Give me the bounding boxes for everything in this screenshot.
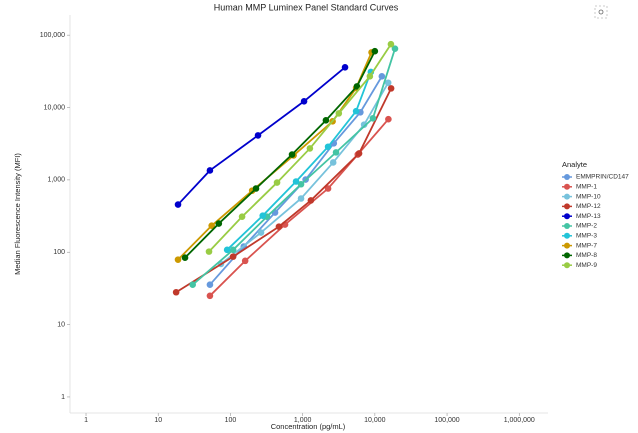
data-point (378, 73, 386, 80)
y-tick-label: 1,000 (47, 177, 65, 184)
data-point (241, 257, 249, 265)
chart-title: Human MMP Luminex Panel Standard Curves (214, 2, 399, 12)
x-tick-label: 1,000,000 (504, 417, 535, 424)
data-point (297, 180, 305, 188)
series-line (209, 118, 390, 297)
legend-marker (564, 183, 570, 190)
y-tick-label: 10,000 (44, 104, 66, 111)
legend-label: MMP-9 (576, 262, 597, 269)
data-point (223, 246, 231, 254)
data-point (341, 63, 349, 71)
data-point (322, 117, 330, 124)
legend-marker (564, 213, 570, 220)
legend-marker (564, 242, 570, 249)
data-point (273, 179, 281, 186)
data-point (306, 145, 314, 152)
data-point (238, 213, 246, 220)
legend-marker (564, 232, 570, 239)
data-point (385, 115, 392, 123)
legend-label: MMP-10 (576, 193, 601, 200)
data-point (307, 197, 315, 204)
y-tick-label: 100,000 (40, 32, 65, 39)
series-line (192, 48, 396, 286)
data-point (254, 132, 262, 139)
data-point (353, 83, 361, 90)
data-point (206, 292, 214, 300)
legend-label: MMP-1 (576, 184, 597, 191)
data-point (366, 73, 374, 80)
series-line (226, 71, 372, 251)
legend-label: MMP-13 (576, 213, 601, 220)
data-point (288, 151, 296, 158)
y-tick-label: 10 (57, 321, 65, 328)
y-axis-title: Median Fluorescence Intensity (MFI) (13, 153, 22, 275)
data-point (324, 185, 332, 192)
data-point (181, 254, 189, 262)
data-point (391, 45, 399, 53)
data-point (174, 201, 182, 208)
data-point (252, 185, 260, 192)
legend-marker (564, 203, 570, 210)
y-tick-label: 1 (61, 394, 65, 401)
data-point (387, 40, 395, 48)
legend-marker (564, 262, 570, 269)
icon-frame[interactable] (594, 5, 608, 19)
data-point (352, 107, 360, 115)
legend-marker (564, 193, 570, 200)
x-axis-title: Concentration (pg/mL) (271, 422, 346, 431)
legend-marker (564, 252, 570, 259)
legend-label: MMP-2 (576, 223, 597, 230)
data-point (387, 85, 395, 92)
data-point (189, 281, 196, 288)
expand-icon[interactable] (594, 5, 608, 19)
legend-label: MMP-7 (576, 242, 597, 249)
y-tick-label: 100 (53, 249, 65, 256)
legend-label: MMP-8 (576, 252, 597, 259)
data-point (229, 246, 237, 254)
data-point (332, 149, 340, 156)
data-point (297, 195, 305, 202)
x-tick-label: 100 (225, 417, 237, 424)
data-point (205, 248, 213, 255)
legend-label: MMP-3 (576, 233, 597, 240)
data-point (206, 167, 214, 174)
data-point (324, 143, 332, 151)
data-point (300, 97, 308, 105)
icon-dot[interactable] (598, 9, 604, 15)
data-point (208, 222, 215, 229)
x-tick-label: 1,000 (294, 417, 312, 424)
x-tick-label: 10,000 (364, 417, 386, 424)
data-point (229, 253, 237, 260)
x-tick-label: 100,000 (434, 417, 459, 424)
data-point (384, 79, 392, 87)
data-point (292, 178, 300, 185)
data-point (371, 47, 379, 55)
data-point (259, 212, 267, 219)
data-point (355, 150, 363, 157)
data-point (275, 223, 283, 230)
data-point (329, 159, 337, 166)
series-line (220, 82, 389, 265)
legend-marker (564, 174, 570, 180)
data-point (206, 281, 214, 288)
data-point (360, 121, 368, 128)
data-point (335, 110, 343, 117)
x-tick-label: 10 (154, 417, 162, 424)
data-point (257, 229, 265, 236)
legend-marker (564, 223, 570, 229)
series-line (175, 87, 392, 294)
legend-label: EMMPRIN/CD147 (576, 174, 629, 181)
data-point (215, 220, 223, 227)
legend-title: Analyte (562, 160, 587, 169)
data-point (174, 256, 182, 263)
data-point (172, 288, 180, 296)
data-point (369, 114, 377, 122)
x-tick-label: 1 (84, 417, 88, 424)
legend-label: MMP-12 (576, 203, 601, 210)
